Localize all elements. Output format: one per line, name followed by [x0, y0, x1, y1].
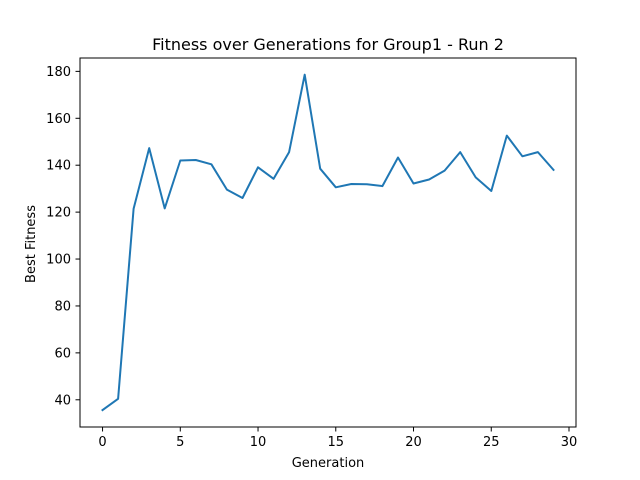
x-tick-label: 20	[405, 435, 422, 450]
x-tick-label: 5	[176, 435, 184, 450]
axis-ticks: 0 5 10 15 20 25 30 40 60 80 100 120 140 160 180	[46, 65, 577, 450]
y-tick-label: 100	[46, 253, 71, 268]
y-tick-label: 160	[46, 112, 71, 127]
y-axis-title: Best Fitness	[24, 205, 39, 283]
x-tick-label: 0	[98, 435, 106, 450]
x-tick-label: 30	[561, 435, 578, 450]
y-tick-label: 60	[54, 346, 71, 361]
y-tick-label: 120	[46, 206, 71, 221]
y-tick-label: 80	[54, 299, 71, 314]
series-line	[101, 73, 555, 412]
plot-marks	[101, 73, 555, 412]
x-tick-label: 25	[483, 435, 500, 450]
chart-title: Fitness over Generations for Group1 - Ru…	[152, 35, 504, 54]
plot-frame	[79, 57, 577, 428]
y-tick-label: 140	[46, 159, 71, 174]
x-tick-label: 10	[250, 435, 267, 450]
y-tick-label: 180	[46, 65, 71, 80]
x-axis-title: Generation	[292, 456, 365, 471]
x-tick-label: 15	[328, 435, 345, 450]
y-tick-label: 40	[54, 393, 71, 408]
